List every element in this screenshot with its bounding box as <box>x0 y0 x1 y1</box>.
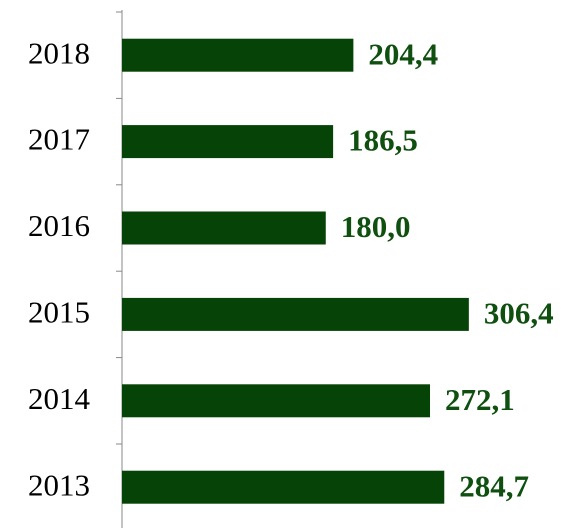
value-label: 180,0 <box>341 209 411 244</box>
bar <box>122 470 445 504</box>
bar <box>122 384 431 418</box>
y-tick-label: 2018 <box>28 35 90 70</box>
y-tick-label: 2017 <box>28 122 90 157</box>
bar <box>122 125 334 159</box>
y-tick-label: 2014 <box>28 381 91 416</box>
value-label: 272,1 <box>445 382 515 417</box>
y-tick-label: 2015 <box>28 295 90 330</box>
y-tick-label: 2016 <box>28 208 90 243</box>
value-label: 284,7 <box>459 468 529 503</box>
value-label: 186,5 <box>348 123 418 158</box>
value-label: 306,4 <box>484 296 554 331</box>
y-tick-label: 2013 <box>28 467 90 502</box>
bar <box>122 211 326 245</box>
value-label: 204,4 <box>368 36 438 71</box>
bar <box>122 38 354 72</box>
bar <box>122 297 469 331</box>
